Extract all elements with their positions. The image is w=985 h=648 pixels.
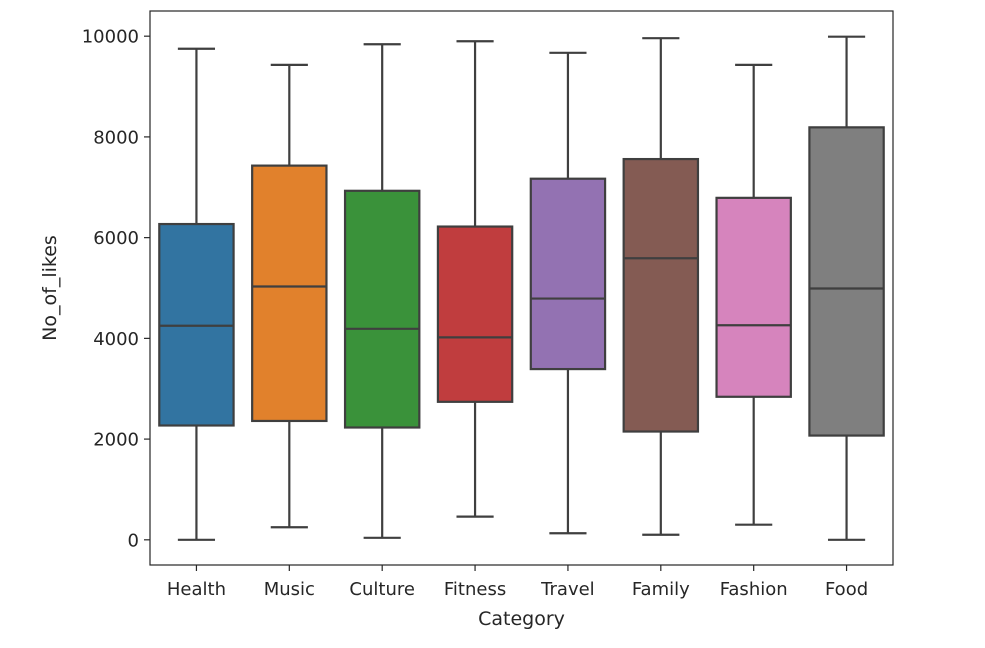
box-culture xyxy=(343,189,421,429)
x-tick-label: Music xyxy=(264,579,315,600)
y-axis-label: No_of_likes xyxy=(39,235,61,341)
box-group-fashion xyxy=(715,63,792,526)
box-music xyxy=(251,164,328,423)
x-axis-label: Category xyxy=(478,608,565,630)
box-group-food xyxy=(808,35,885,541)
x-tick-label: Fashion xyxy=(720,579,788,600)
x-tick-label: Family xyxy=(632,579,690,600)
axes-layer: 0 2000 4000 6000 8000 10000 Health Music Culture… xyxy=(82,27,868,600)
y-tick-label: 8000 xyxy=(93,127,139,148)
box-group-culture xyxy=(343,43,421,539)
box-group-health xyxy=(158,47,235,541)
x-tick-label: Health xyxy=(167,579,226,600)
x-tick-label: Food xyxy=(825,579,868,600)
box-fashion xyxy=(715,196,792,398)
plot-frame xyxy=(149,10,894,566)
x-tick-label: Travel xyxy=(540,579,595,600)
box-family xyxy=(622,157,700,433)
box-group-music xyxy=(251,63,328,529)
box-travel xyxy=(529,177,607,371)
y-tick-label: 2000 xyxy=(93,430,139,451)
box-food xyxy=(808,126,885,437)
y-tick-label: 4000 xyxy=(93,329,139,350)
y-tick-label: 6000 xyxy=(93,228,139,249)
plot-layer xyxy=(158,35,885,541)
y-tick-label: 0 xyxy=(128,530,139,551)
y-tick-label: 10000 xyxy=(82,27,139,48)
x-tick-label: Culture xyxy=(349,579,415,600)
box-group-family xyxy=(622,37,700,536)
x-tick-label: Fitness xyxy=(444,579,506,600)
box-group-fitness xyxy=(436,40,514,518)
box-fitness xyxy=(436,225,514,403)
box-group-travel xyxy=(529,51,607,535)
